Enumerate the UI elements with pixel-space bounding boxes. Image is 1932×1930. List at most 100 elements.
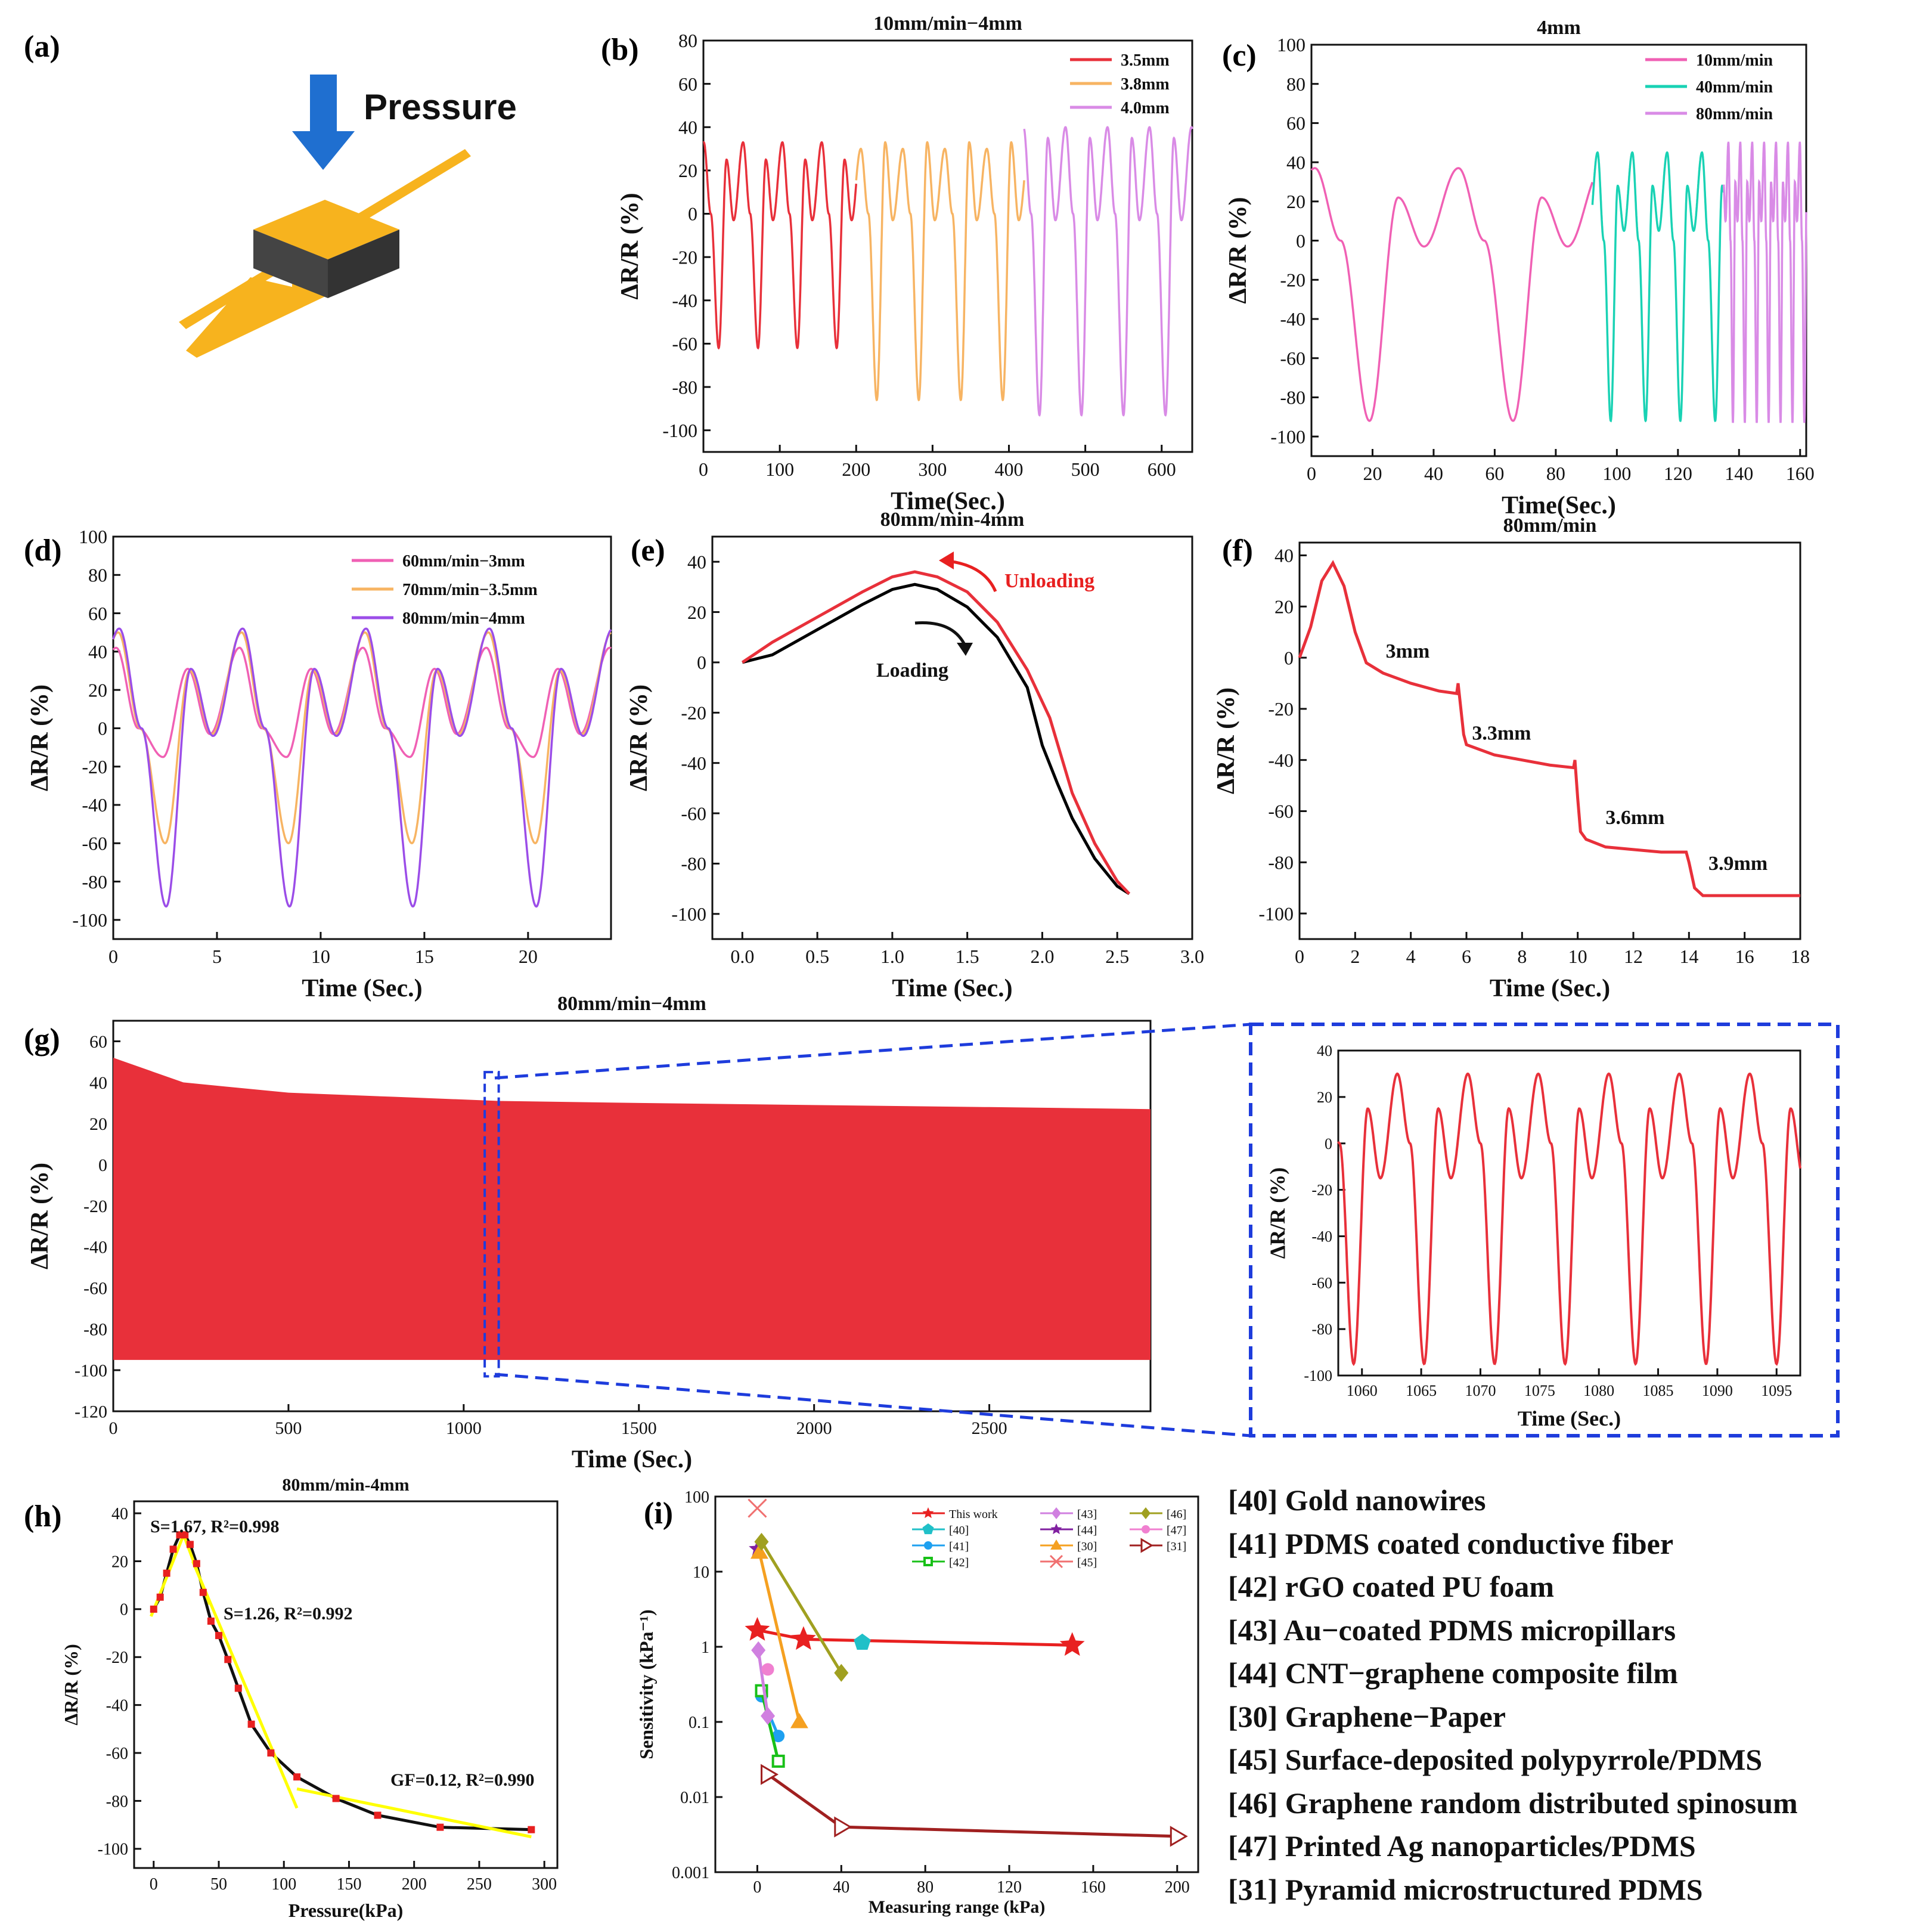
y-tick-label: -60 (672, 333, 697, 355)
reference-legend-item: [41] PDMS coated conductive fiber (1228, 1526, 1674, 1560)
x-tick-label: 2 (1350, 946, 1360, 967)
series-line-80mm/min−4mm (112, 627, 612, 908)
series-line-3.5mm (702, 141, 858, 350)
series-line-[46] (760, 1541, 843, 1674)
series-line-step (1298, 560, 1800, 897)
chart-title: 80mm/min−4mm (557, 993, 706, 1015)
linear-fit (296, 1787, 532, 1839)
reference-legend-item: [43] Au−coated PDMS micropillars (1228, 1613, 1676, 1647)
data-point (207, 1617, 215, 1625)
x-tick-label: 1090 (1702, 1382, 1733, 1399)
annotation-unloading: Unloading (1004, 570, 1094, 592)
legend-label: [41] (949, 1540, 969, 1553)
y-tick-label: -20 (672, 246, 697, 268)
y-tick-label: 80 (678, 30, 697, 51)
legend-label: [44] (1077, 1524, 1097, 1537)
y-tick-label: 100 (684, 1488, 709, 1507)
marker-[47] (761, 1663, 774, 1676)
x-tick-label: 0 (753, 1878, 761, 1897)
annotation-step: 3.9mm (1708, 853, 1767, 875)
data-point (169, 1545, 177, 1553)
y-tick-label: -60 (1311, 1274, 1332, 1291)
x-tick-label: 160 (1786, 463, 1815, 484)
marker-[43] (751, 1641, 766, 1659)
x-tick-label: 120 (997, 1878, 1022, 1897)
series-line-zoom (1337, 1072, 1801, 1367)
y-tick-label: -40 (82, 794, 107, 816)
x-tick-label: 1500 (621, 1418, 657, 1438)
zoom-link (494, 1023, 1251, 1080)
y-tick-label: 10 (693, 1563, 709, 1582)
legend-label: [31] (1167, 1540, 1186, 1553)
x-tick-label: 3.0 (1180, 946, 1204, 967)
sensor-front-face (253, 230, 328, 298)
y-tick-label: -40 (1311, 1228, 1332, 1246)
y-tick-label: 20 (89, 1114, 107, 1134)
annotation-loading: Loading (876, 659, 948, 681)
x-tick-label: 1080 (1583, 1382, 1614, 1399)
data-point (436, 1823, 444, 1831)
fit-annotation: S=1.26, R²=0.992 (224, 1604, 353, 1624)
chart-b: 0 100 200 300 400 500 600 -100 -80 -60 -40 -20 0 20 40… (616, 13, 1193, 515)
cycling-envelope (113, 1058, 1150, 1360)
panel-label-a: (a) (24, 30, 60, 64)
chart-g-inset: 1060 1065 1070 1075 1080 1085 1090 1095 -100 -80 -… (1266, 1042, 1801, 1430)
x-tick-label: 0.0 (730, 946, 754, 967)
plot-frame (702, 39, 1193, 453)
y-tick-label: 0.001 (672, 1864, 709, 1882)
marker-[40] (922, 1523, 934, 1535)
panel-label-b: (b) (601, 33, 639, 67)
legend-label: [42] (949, 1556, 969, 1569)
x-tick-label: 2.0 (1030, 946, 1054, 967)
marker-[47] (1142, 1525, 1150, 1534)
y-tick-label: 0 (98, 1155, 107, 1175)
marker-[45] (748, 1498, 767, 1518)
chart-e: 0.0 0.5 1.0 1.5 2.0 2.5 3.0 -100 -80 -60 -40 -20 0 20… (625, 509, 1204, 1002)
x-tick-label: 40 (1424, 463, 1443, 484)
y-tick-label: 60 (88, 603, 107, 624)
marker-[46] (834, 1663, 849, 1682)
y-axis-label: ΔR/R (%) (26, 1163, 54, 1269)
chart-c: 0 20 40 60 80 100 120 140 160 -100 -80 -60 -40 -20 0 20… (1224, 17, 1815, 519)
data-point (332, 1795, 340, 1802)
series-line-70mm/min−3.5mm (112, 631, 612, 845)
marker-[31] (761, 1764, 779, 1785)
y-tick-label: 20 (111, 1553, 128, 1571)
y-tick-label: 0 (688, 203, 697, 225)
chart-title: 80mm/min-4mm (282, 1475, 409, 1495)
x-tick-label: 0 (108, 946, 118, 967)
y-tick-label: 20 (1274, 596, 1294, 617)
legend-label: [40] (949, 1524, 969, 1537)
pressure-label: Pressure (364, 87, 517, 127)
marker-[43] (1052, 1507, 1061, 1519)
x-tick-label: 14 (1679, 946, 1698, 967)
data-point (224, 1656, 232, 1663)
reference-legend: [40] Gold nanowires [41] PDMS coated con… (1228, 1479, 1798, 1911)
chart-title: 80mm/min (1503, 515, 1597, 537)
marker-[42] (771, 1754, 785, 1768)
x-tick-label: 1000 (446, 1418, 482, 1438)
y-tick-label: -100 (662, 420, 697, 441)
chart-f: 0 2 4 6 8 10 12 14 16 18 -100 -80 -60 -40 -20 0 20 40 Time… (1212, 515, 1810, 1002)
y-tick-label: -60 (1280, 348, 1305, 369)
legend-label: [45] (1077, 1556, 1097, 1569)
data-point (215, 1632, 222, 1640)
y-tick-label: -20 (83, 1197, 107, 1216)
y-tick-label: 20 (687, 602, 706, 623)
y-tick-label: -40 (83, 1238, 107, 1257)
x-tick-label: 18 (1791, 946, 1810, 967)
y-tick-label: 60 (678, 73, 697, 95)
electrode-bottom (186, 277, 328, 358)
panel-label-e: (e) (631, 534, 665, 568)
y-tick-label: -40 (106, 1696, 128, 1715)
y-axis-label: ΔR/R (%) (1212, 687, 1240, 794)
y-tick-label: -60 (1268, 801, 1294, 822)
marker-[42] (923, 1557, 933, 1566)
x-tick-label: 0 (1295, 946, 1304, 967)
y-tick-label: -60 (681, 803, 706, 824)
fit-annotation: S=1.67, R²=0.998 (150, 1517, 280, 1536)
sensor-top-face (253, 200, 399, 259)
zoom-rect (483, 1071, 500, 1378)
plot-frame (112, 535, 612, 940)
x-tick-label: 50 (210, 1875, 227, 1894)
